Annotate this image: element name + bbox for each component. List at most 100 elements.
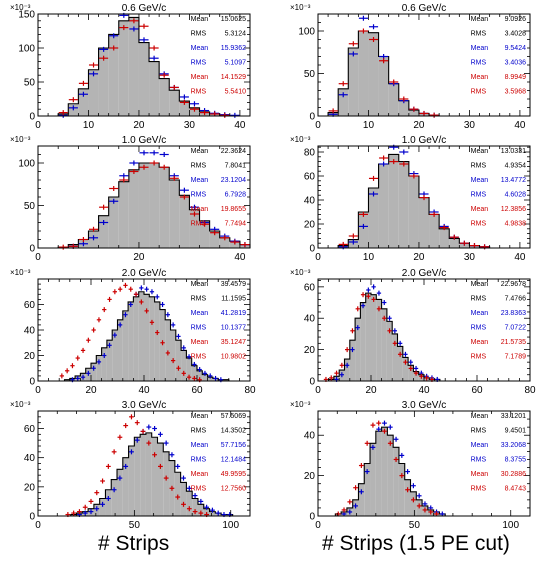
red-series-point — [409, 173, 419, 179]
blue-series-point — [393, 436, 399, 442]
stats-label: Mean — [191, 339, 209, 346]
blue-series-point — [338, 92, 348, 98]
red-series-point — [338, 241, 348, 247]
blue-series-point — [109, 33, 119, 39]
red-series-point — [399, 161, 409, 167]
hist-bar — [408, 176, 419, 248]
hist-bar — [398, 100, 409, 116]
red-series-point — [189, 106, 200, 112]
red-series-point — [112, 289, 117, 295]
x-tick-label: 0 — [35, 120, 41, 131]
hist-bar — [118, 20, 129, 116]
hist-bar — [344, 359, 350, 381]
hist-bar — [197, 504, 204, 516]
blue-series-point — [189, 101, 200, 107]
x-tick-label: 0 — [315, 120, 321, 131]
blue-series-point — [159, 152, 169, 157]
blue-series-point — [117, 475, 123, 481]
stats-label: RMS — [471, 31, 487, 38]
histogram-panel-6: 0 20 40 60 80 0 20 40 60 ×10⁻³ 2.0 GeV/c Mean 22.967… — [290, 268, 536, 396]
hist-bar — [402, 357, 409, 381]
stats-label: RMS — [471, 325, 487, 332]
blue-series-point — [389, 144, 399, 150]
blue-series-point — [88, 235, 99, 241]
hist-bar — [101, 347, 107, 381]
stats-label: Mean — [471, 281, 489, 288]
blue-series-point — [175, 463, 181, 469]
hist-bar — [365, 293, 371, 381]
hist-bar — [169, 180, 180, 248]
red-series-point — [376, 306, 382, 312]
blue-series-point — [99, 220, 109, 225]
panel-title: 0.6 GeV/c — [122, 3, 166, 14]
hist-bar — [358, 212, 369, 248]
histogram-panel-1: 0 10 20 30 40 0 50 100 150×10⁻³ 0.6 GeV/c Mean 15.0… — [10, 3, 251, 131]
blue-series-point — [192, 361, 197, 367]
x-tick-label: 40 — [234, 120, 246, 131]
hist-bar — [375, 431, 382, 516]
red-series-point — [192, 375, 197, 381]
hist-bar — [207, 377, 213, 381]
red-series-point — [429, 112, 439, 118]
hist-bar — [128, 17, 139, 116]
stats-value: 7.7494 — [225, 221, 247, 228]
stats-label: RMS — [191, 163, 207, 170]
stats-label: RMS — [191, 31, 207, 38]
blue-series-point — [123, 312, 128, 318]
x-tick-label: 40 — [514, 252, 526, 263]
x-tick-label: 30 — [464, 252, 476, 263]
blue-series-point — [382, 420, 387, 426]
y-exponent-label: ×10⁻³ — [10, 400, 31, 409]
red-series-point — [240, 242, 250, 248]
y-tick-label: 0 — [309, 244, 315, 255]
hist-bar — [112, 330, 118, 381]
stats-label: Mean — [191, 148, 209, 155]
red-series-point — [139, 23, 149, 29]
stats-label: Mean — [191, 310, 209, 317]
blue-series-point — [347, 509, 353, 515]
hist-bar — [174, 472, 181, 516]
red-series-point — [99, 55, 109, 61]
y-tick-label: 100 — [18, 44, 35, 55]
red-series-point — [99, 204, 109, 210]
stats-label: Mean — [191, 442, 209, 449]
red-series-point — [220, 235, 230, 241]
blue-series-point — [339, 372, 344, 378]
hist-bar — [404, 479, 411, 516]
y-tick-label: 40 — [24, 326, 36, 337]
y-tick-label: 50 — [24, 201, 36, 212]
hist-bar — [429, 214, 440, 248]
blue-series-point — [112, 332, 117, 338]
x-tick-label: 20 — [133, 252, 145, 263]
red-series-point — [171, 358, 176, 364]
stats-label: Mean — [471, 442, 489, 449]
stats-label: RMS — [191, 192, 207, 199]
red-series-point — [392, 340, 397, 346]
blue-series-point — [129, 160, 139, 166]
y-tick-label: 40 — [24, 453, 36, 464]
red-series-point — [364, 440, 370, 446]
x-tick-label: 10 — [363, 252, 375, 263]
stats-value: 5.1097 — [225, 60, 247, 67]
hist-bar — [149, 61, 160, 116]
red-series-point — [169, 485, 175, 491]
histogram-panel-7: 0 50 100 0 20 40 60 ×10⁻³ 3.0 GeV/c Mean 57.5069 RM… — [10, 400, 251, 531]
stats-value: 57.7156 — [221, 442, 246, 449]
blue-series-point — [88, 509, 94, 515]
hist-bar — [338, 88, 349, 116]
hist-bar — [105, 489, 112, 516]
red-series-point — [368, 175, 379, 181]
stats-label: Mean — [471, 148, 489, 155]
hist-bar — [358, 483, 365, 516]
red-series-point — [366, 293, 371, 299]
x-tick-label: 20 — [413, 120, 425, 131]
red-series-point — [78, 237, 88, 242]
hist-bar — [388, 83, 399, 116]
red-series-point — [109, 45, 119, 51]
blue-series-point — [370, 444, 376, 450]
stats-value: 23.8363 — [501, 310, 526, 317]
red-series-point — [75, 355, 80, 361]
blue-series-point — [144, 286, 149, 292]
y-tick-label: 150 — [18, 10, 35, 21]
hist-bar — [108, 197, 119, 248]
